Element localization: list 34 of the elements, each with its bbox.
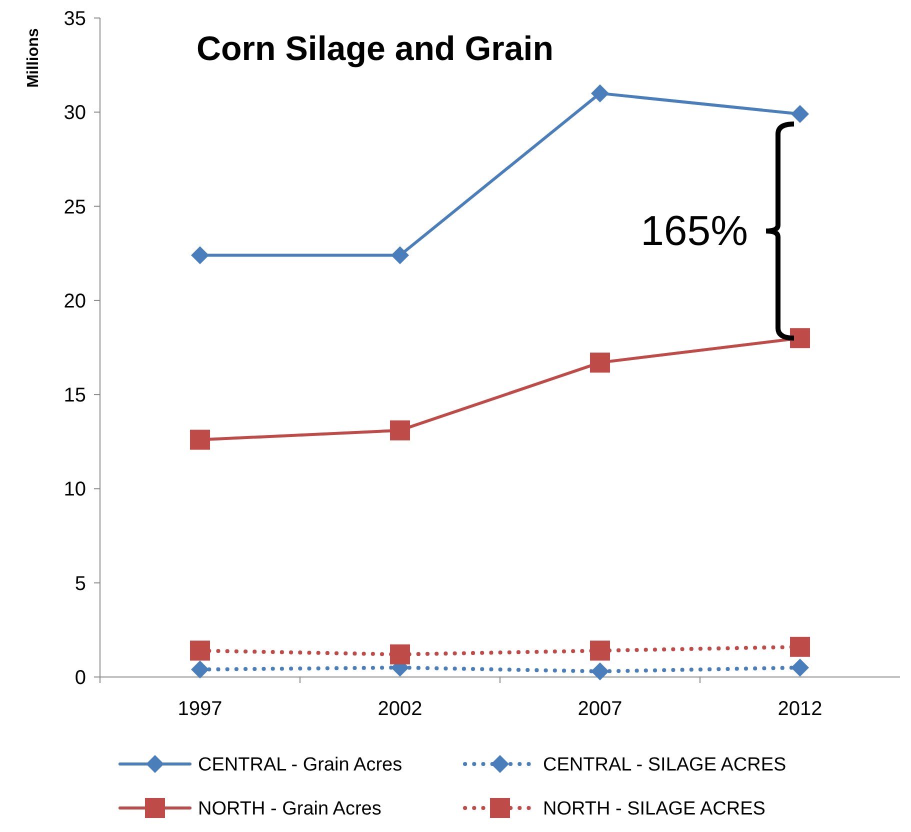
point [390, 420, 410, 440]
point [390, 644, 410, 664]
chart-title: Corn Silage and Grain [196, 30, 554, 68]
x-tick-label: 2012 [778, 698, 822, 720]
y-tick-label: 30 [64, 102, 86, 124]
y-tick-label: 5 [74, 572, 86, 595]
y-tick-label: 15 [64, 384, 86, 407]
y-tick-label: 0 [74, 667, 86, 689]
x-tick-label: 2007 [578, 698, 622, 720]
point [391, 246, 409, 264]
point [790, 636, 810, 657]
point [591, 662, 609, 680]
y-tick-label: 10 [64, 478, 86, 501]
y-tick-label: 35 [64, 8, 86, 30]
y-axis-title: Millions [25, 28, 42, 88]
legend-label: NORTH - SILAGE ACRES [543, 798, 766, 820]
point [190, 640, 210, 661]
point [791, 105, 809, 124]
annotation: 165% [640, 207, 748, 254]
point [791, 658, 809, 677]
point [190, 430, 210, 450]
y-tick-label: 25 [64, 196, 86, 218]
point [191, 660, 209, 678]
point [591, 84, 609, 102]
y-tick-label: 20 [64, 290, 86, 312]
legend-label: CENTRAL - SILAGE ACRES [543, 754, 786, 776]
x-tick-label: 2002 [378, 698, 422, 720]
point [590, 640, 610, 661]
legend-label: CENTRAL - Grain Acres [198, 754, 402, 776]
legend-label: NORTH - Grain Acres [198, 798, 382, 820]
x-tick-label: 1997 [178, 698, 222, 720]
point [590, 352, 610, 373]
point [790, 328, 810, 348]
point [191, 246, 209, 264]
